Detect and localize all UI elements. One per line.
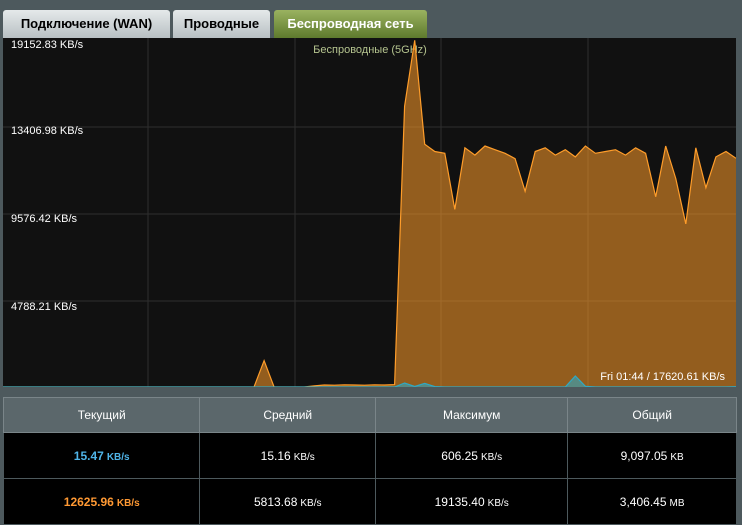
column-header: Текущий	[2, 397, 201, 433]
y-label: 4788.21 KB/s	[11, 301, 78, 313]
stat-unit: KB/s	[480, 451, 503, 463]
stat-value: 3,406.45	[619, 494, 667, 509]
stat-value: 12625.96	[63, 494, 114, 509]
tab[interactable]: Беспроводная сеть	[274, 10, 427, 38]
graph-title: Беспроводные (5GHz)	[313, 44, 427, 56]
stat-cell: 12625.96 KB/s	[2, 478, 201, 525]
stat-unit: KB/s	[106, 451, 130, 463]
tab[interactable]: Подключение (WAN)	[3, 10, 170, 38]
y-label: 13406.98 KB/s	[11, 125, 84, 137]
stat-cell: 5813.68 KB/s	[199, 478, 377, 525]
column-header: Максимум	[375, 397, 569, 433]
stat-unit: KB/s	[487, 497, 509, 509]
stat-cell: 19135.40 KB/s	[375, 478, 569, 525]
series-area	[3, 40, 736, 387]
stat-cell: 15.47 KB/s	[2, 432, 201, 479]
stat-unit: MB	[669, 497, 685, 509]
stat-unit: KB	[670, 451, 684, 463]
stat-unit: KB/s	[300, 497, 322, 509]
stat-cell: 9,097.05 KB	[567, 432, 737, 479]
stat-cell: 3,406.45 MB	[567, 478, 737, 525]
stat-value: 15.47	[73, 448, 104, 463]
stat-unit: KB/s	[293, 451, 315, 463]
stat-cell: 606.25 KB/s	[375, 432, 569, 479]
stat-cell: 15.16 KB/s	[199, 432, 377, 479]
stat-unit: KB/s	[116, 497, 140, 509]
y-label: 19152.83 KB/s	[11, 39, 84, 51]
column-header: Средний	[199, 397, 377, 433]
stat-value: 15.16	[260, 448, 291, 463]
tooltip: Fri 01:44 / 17620.61 KB/s	[600, 371, 725, 383]
stat-value: 606.25	[441, 448, 478, 463]
stats-table: Текущий Средний Максимум Общий 15.47 KB/s 15.…	[2, 397, 737, 525]
stat-value: 9,097.05	[620, 448, 668, 463]
tab[interactable]: Проводные	[173, 10, 270, 38]
column-header: Общий	[567, 397, 737, 433]
traffic-graph: Беспроводные (5GHz) 19152.83 KB/s 13406.9…	[3, 38, 736, 387]
stat-value: 5813.68	[253, 494, 298, 509]
series-line	[3, 40, 736, 387]
y-label: 9576.42 KB/s	[11, 213, 78, 225]
stat-value: 19135.40	[434, 494, 485, 509]
